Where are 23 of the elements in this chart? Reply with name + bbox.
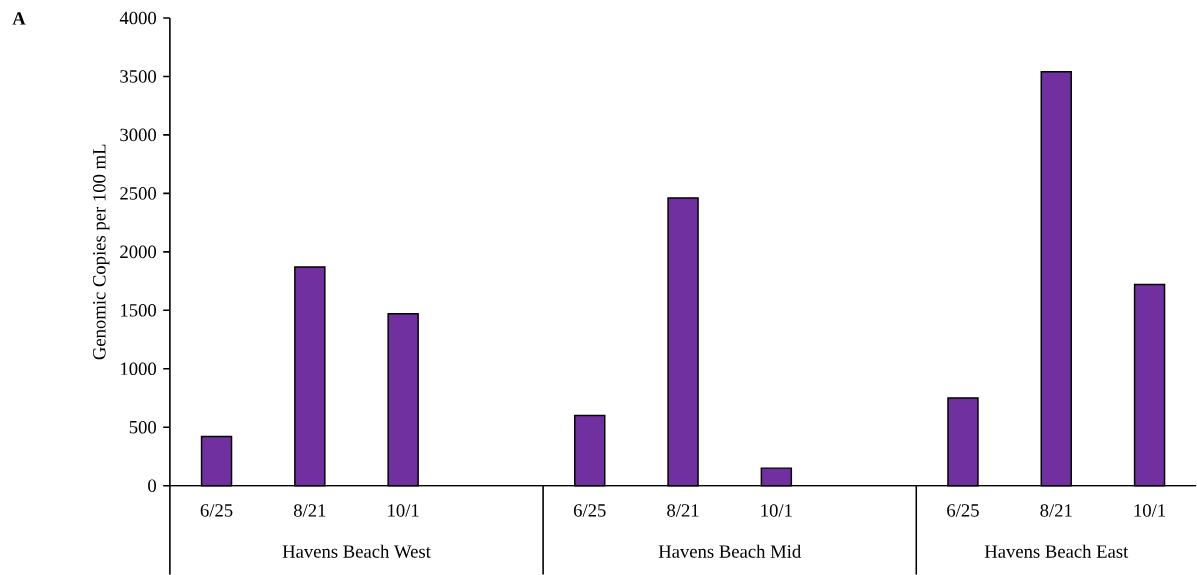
y-tick-label: 0	[148, 479, 157, 492]
y-tick-label: 4000	[119, 11, 157, 25]
x-tick-label: 8/21	[667, 503, 699, 517]
text: Havens Beach East	[984, 544, 1129, 558]
x-tick-label: 10/1	[761, 503, 792, 517]
x-tick-label: 8/21	[1040, 503, 1072, 517]
y-tick-label: 3000	[120, 128, 157, 142]
y-tick-label: 3500	[120, 69, 157, 83]
x-tick-label: 6/25	[200, 503, 233, 517]
y-axis-title: Genomic Copies per 100 mL	[93, 144, 110, 360]
y-tick-label: 2500	[120, 186, 157, 200]
x-tick-label: 6/25	[947, 503, 979, 517]
text: Havens Beach West	[282, 544, 431, 558]
x-tick-label: 6/25	[573, 503, 606, 517]
text: Havens Beach Mid	[658, 544, 801, 558]
y-tick-label: 500	[129, 420, 157, 434]
y-tick-label: 2000	[120, 245, 157, 258]
x-tick-label: 10/1	[1134, 503, 1166, 517]
text: A	[12, 12, 26, 25]
y-tick-label: 1000	[121, 362, 157, 375]
x-tick-label: 10/1	[388, 503, 419, 517]
y-tick-label: 1500	[121, 303, 157, 317]
x-tick-label: 8/21	[293, 503, 326, 517]
